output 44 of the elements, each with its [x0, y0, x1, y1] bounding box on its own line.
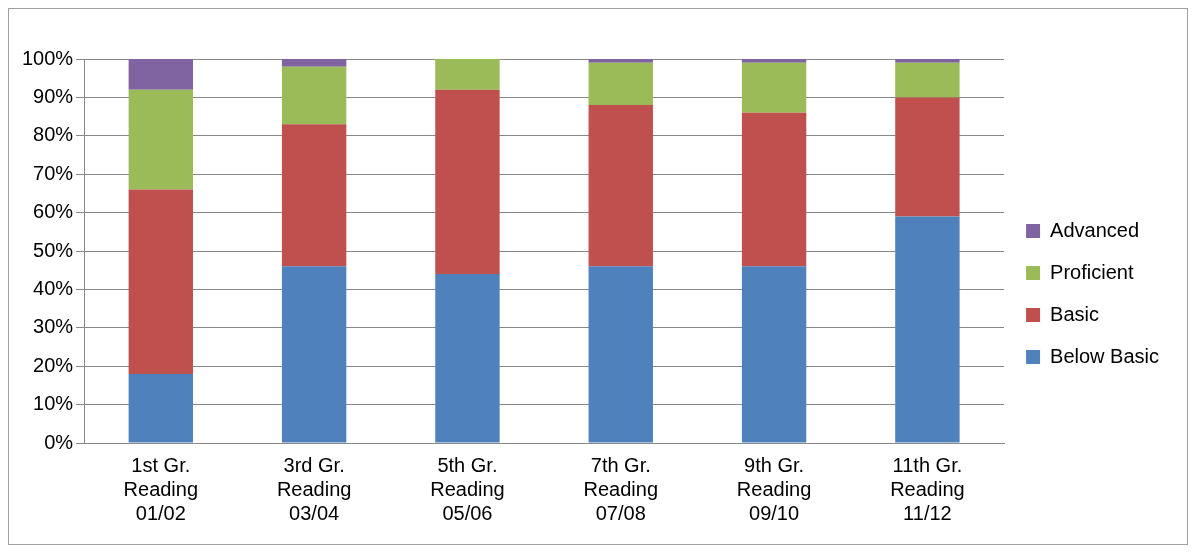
- x-tick-label: 5th Gr. Reading 05/06: [430, 453, 505, 524]
- bar: [895, 62, 960, 98]
- bar: [895, 97, 960, 217]
- bar: [128, 89, 194, 190]
- y-tick-label: 20%: [33, 353, 74, 376]
- bar: [435, 59, 500, 90]
- y-tick-label: 0%: [44, 430, 74, 453]
- x-tick-label: 1st Gr. Reading 01/02: [123, 453, 199, 524]
- bar: [588, 266, 653, 443]
- bar: [741, 266, 807, 443]
- bar: [435, 274, 500, 443]
- x-tick-label: 7th Gr. Reading 07/08: [583, 453, 659, 524]
- y-tick-label: 70%: [33, 161, 74, 184]
- legend-label: Basic: [1050, 302, 1099, 325]
- legend-label: Below Basic: [1050, 344, 1159, 367]
- bar: [281, 59, 347, 67]
- y-tick-label: 30%: [33, 315, 74, 338]
- legend-label: Proficient: [1050, 260, 1134, 283]
- bar: [741, 112, 807, 267]
- bar: [741, 62, 807, 113]
- bar: [588, 105, 653, 267]
- bar: [435, 89, 500, 275]
- x-tick-label: 11th Gr. Reading 11/12: [890, 453, 965, 524]
- bar: [128, 373, 194, 443]
- legend-label: Advanced: [1050, 218, 1140, 241]
- y-tick-label: 90%: [33, 84, 74, 107]
- x-tick-label: 9th Gr. Reading 09/10: [736, 453, 812, 524]
- y-tick-label: 10%: [33, 392, 74, 415]
- bar: [741, 59, 807, 63]
- y-tick-label: 100%: [22, 46, 74, 69]
- y-tick-label: 60%: [33, 200, 74, 223]
- y-tick-label: 50%: [33, 238, 74, 261]
- bar: [281, 266, 347, 443]
- bar: [895, 59, 960, 63]
- bar: [281, 66, 347, 125]
- y-tick-label: 40%: [33, 276, 74, 299]
- x-tick-label: 3rd Gr. Reading 03/04: [276, 453, 352, 524]
- y-tick-label: 80%: [33, 123, 74, 146]
- bar: [281, 124, 347, 267]
- bar: [588, 62, 653, 106]
- bar: [895, 216, 960, 443]
- bar: [128, 189, 194, 374]
- bar: [588, 59, 653, 63]
- bar: [128, 59, 194, 90]
